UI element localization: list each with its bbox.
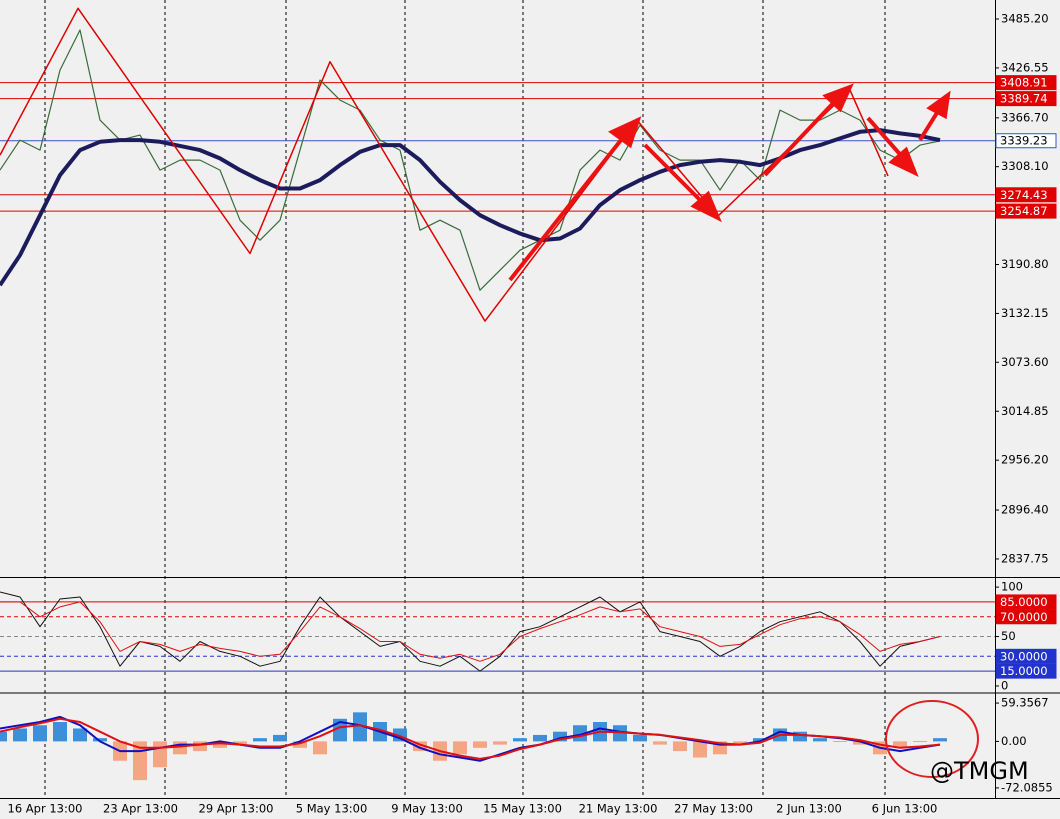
y-tick-label: 100 [1001, 580, 1023, 594]
y-tick-label: 0.00 [1001, 734, 1027, 748]
x-tick-label: 9 May 13:00 [391, 802, 463, 816]
histogram-bar [513, 738, 527, 742]
x-tick-label: 16 Apr 13:00 [8, 802, 83, 816]
level-label-box [995, 203, 1057, 219]
level-label-box [995, 594, 1057, 610]
histogram-bar [13, 728, 27, 742]
x-tick-label: 6 Jun 13:00 [872, 802, 938, 816]
y-tick-label: 3366.70 [1001, 110, 1049, 124]
histogram-bar [0, 731, 7, 742]
histogram-bar [313, 741, 327, 755]
histogram-bar [733, 741, 747, 745]
histogram-bar [453, 741, 467, 755]
x-tick-label: 5 May 13:00 [296, 802, 368, 816]
arrows [508, 83, 951, 282]
histogram-bar [193, 741, 207, 752]
series-line [0, 601, 941, 662]
levels: 3408.91 3389.74 3339.23 3274.43 3254.87 [995, 75, 1057, 219]
x-tick-label: 27 May 13:00 [674, 802, 753, 816]
level-label-box [995, 663, 1057, 679]
histogram-bar [153, 741, 167, 768]
histogram-bar [833, 741, 847, 742]
histogram-bar [893, 741, 907, 748]
x-tick-label: 29 Apr 13:00 [199, 802, 274, 816]
histogram-bar [33, 725, 47, 742]
level-label-box [995, 648, 1057, 664]
series-line [0, 591, 941, 672]
y-tick-label: -72.0855 [1001, 780, 1053, 794]
level-label: 70.0000 [1000, 610, 1048, 624]
histogram-bar [253, 738, 267, 742]
highlight-circle [885, 700, 979, 778]
level-label: 3339.23 [1000, 134, 1048, 148]
histogram-bar [533, 734, 547, 742]
histogram-bar [693, 741, 707, 758]
histogram-bar [613, 725, 627, 742]
series-line [0, 717, 941, 760]
y-tick-label: 2956.20 [1001, 453, 1049, 467]
histogram-bar [213, 741, 227, 748]
y-tick-label: 3190.80 [1001, 257, 1049, 271]
panel [0, 591, 995, 672]
y-tick-label: 3132.15 [1001, 306, 1049, 320]
histogram-bar [793, 731, 807, 742]
level-label: 3408.91 [1000, 76, 1048, 90]
y-tick-label: 3308.10 [1001, 159, 1049, 173]
histogram-bar [673, 741, 687, 752]
y-tick-label: 3073.60 [1001, 355, 1049, 369]
level-label: 85.0000 [1000, 595, 1048, 609]
histogram-bar [73, 728, 87, 742]
histogram-bar [933, 738, 947, 742]
level-label: 3274.43 [1000, 188, 1048, 202]
level-label: 3389.74 [1000, 92, 1048, 106]
chart-layer: 3485.20 3426.55 3366.70 3308.10 3190.80 3132.… [0, 7, 1057, 816]
histogram-bar [493, 741, 507, 745]
x-tick-label: 21 May 13:00 [579, 802, 658, 816]
y-tick-label: 3014.85 [1001, 404, 1049, 418]
histogram-bar [53, 722, 67, 742]
y-tick-label: 3426.55 [1001, 60, 1049, 74]
histogram-bar [553, 731, 567, 742]
histogram-bar [473, 741, 487, 748]
panel [0, 712, 947, 781]
histogram-bar [353, 712, 367, 742]
y-tick-label: 2896.40 [1001, 503, 1049, 517]
y-tick-label: 0 [1001, 678, 1008, 692]
level-label-box [995, 133, 1057, 149]
series-line [0, 29, 941, 291]
y-tick-label: 59.3567 [1001, 696, 1049, 710]
y-tick-label: 50 [1001, 629, 1016, 643]
histogram-bar [913, 741, 927, 742]
histogram-bar [633, 734, 647, 742]
level-label: 3254.87 [1000, 204, 1048, 218]
level-label-box [995, 187, 1057, 203]
histogram-bar [813, 738, 827, 742]
y-tick-label: 2837.75 [1001, 551, 1049, 565]
histogram-bar [93, 738, 107, 742]
histogram-bar [293, 741, 307, 748]
histogram-bar [753, 738, 767, 742]
x-tick-label: 2 Jun 13:00 [776, 802, 842, 816]
level-label-box [995, 91, 1057, 107]
histogram-bar [853, 741, 867, 745]
histogram-bar [173, 741, 187, 755]
watermark: @TMGM [930, 757, 1029, 785]
level-label: 30.0000 [1000, 649, 1048, 663]
y-tick-label: 3485.20 [1001, 12, 1049, 26]
level-label-box [995, 609, 1057, 625]
histogram-bar [653, 741, 667, 745]
panel-borders [0, 0, 1060, 799]
histogram-bar [233, 741, 247, 745]
histogram-bar [413, 741, 427, 752]
histogram-bar [273, 734, 287, 742]
level-label-box [995, 75, 1057, 91]
x-tick-label: 23 Apr 13:00 [103, 802, 178, 816]
x-tick-label: 15 May 13:00 [483, 802, 562, 816]
level-label: 15.0000 [1000, 664, 1048, 678]
